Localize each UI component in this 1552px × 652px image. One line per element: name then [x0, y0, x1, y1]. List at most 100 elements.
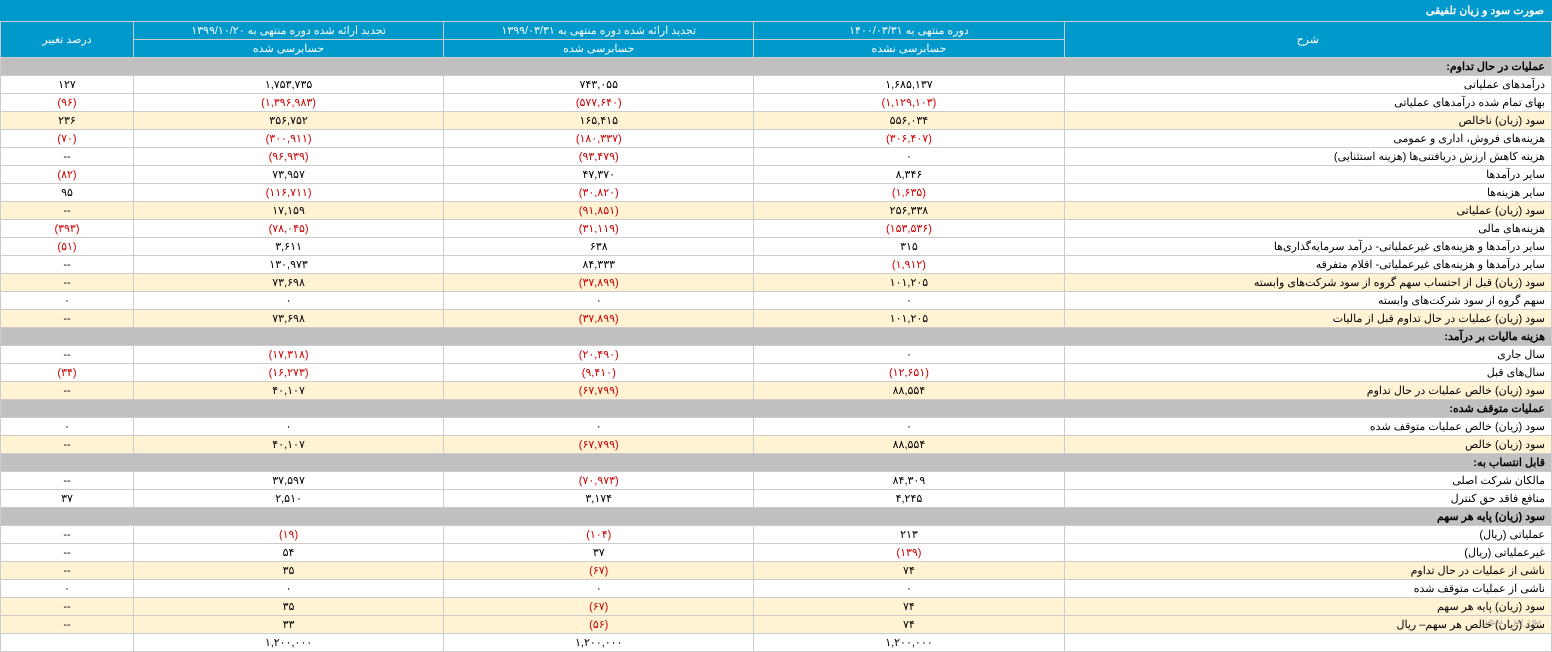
row-desc: درآمدهای عملیاتی: [1064, 76, 1551, 94]
cell-value: (۱۰۴): [444, 526, 754, 544]
cell-value: ۳۵: [133, 562, 443, 580]
cell-value: (۱,۱۲۹,۱۰۳): [754, 94, 1064, 112]
cell-value: (۵۷۷,۶۴۰): [444, 94, 754, 112]
cell-value: (۱۵۳,۵۳۶): [754, 220, 1064, 238]
cell-value: ۱,۶۸۵,۱۳۷: [754, 76, 1064, 94]
cell-value: --: [1, 148, 134, 166]
cell-value: ۳۵: [133, 598, 443, 616]
cell-value: ۴۰,۱۰۷: [133, 436, 443, 454]
row-desc: سایر هزینه‌ها: [1064, 184, 1551, 202]
cell-value: ۲۳۶: [1, 112, 134, 130]
row-desc: سود (زیان) ناخالص: [1064, 112, 1551, 130]
row-desc: مالکان شرکت اصلی: [1064, 472, 1551, 490]
col-period2: تجدید ارائه شده دوره منتهی به ۱۳۹۹/۰۳/۳۱: [444, 22, 754, 40]
cell-value: (۵۱): [1, 238, 134, 256]
cell-value: ۳۳: [133, 616, 443, 634]
cell-value: ۷۴: [754, 616, 1064, 634]
row-desc: سهم گروه از سود شرکت‌های وابسته: [1064, 292, 1551, 310]
cell-value: ۰: [1, 292, 134, 310]
cell-value: (۹۶,۹۳۹): [133, 148, 443, 166]
cell-value: ۰: [133, 580, 443, 598]
cell-value: (۳۰۰,۹۱۱): [133, 130, 443, 148]
cell-value: ۰: [1, 580, 134, 598]
cell-value: ۰: [1, 418, 134, 436]
report-title: صورت سود و زیان تلفیقی: [0, 0, 1552, 21]
cell-value: ۲۵۶,۳۳۸: [754, 202, 1064, 220]
cell-value: --: [1, 274, 134, 292]
cell-value: (۳۷,۸۹۹): [444, 274, 754, 292]
cell-value: --: [1, 598, 134, 616]
cell-value: ۰: [444, 418, 754, 436]
cell-value: (۱۲,۶۵۱): [754, 364, 1064, 382]
section-header: سود (زیان) پایه هر سهم: [1, 508, 1552, 526]
cell-value: (۱۳۹): [754, 544, 1064, 562]
row-desc: بهای تمام شده درآمدهای عملیاتی: [1064, 94, 1551, 112]
row-desc: سود (زیان) عملیاتی: [1064, 202, 1551, 220]
cell-value: ۰: [754, 418, 1064, 436]
cell-value: ۵۴: [133, 544, 443, 562]
cell-value: ۱۲۷: [1, 76, 134, 94]
row-desc: سود (زیان) پایه هر سهم: [1064, 598, 1551, 616]
cell-value: ۸۴,۳۳۳: [444, 256, 754, 274]
cell-value: (۱۹): [133, 526, 443, 544]
cell-value: --: [1, 346, 134, 364]
cell-value: --: [1, 256, 134, 274]
cell-value: --: [1, 436, 134, 454]
cell-value: ۷۴: [754, 562, 1064, 580]
row-desc: سایر درآمدها و هزینه‌های غیرعملیاتی- اقل…: [1064, 256, 1551, 274]
cell-value: ۳,۱۷۴: [444, 490, 754, 508]
cell-value: (۶۷,۷۹۹): [444, 436, 754, 454]
cell-value: ۱,۲۰۰,۰۰۰: [444, 634, 754, 652]
cell-value: --: [1, 562, 134, 580]
cell-value: ۴۰,۱۰۷: [133, 382, 443, 400]
cell-value: --: [1, 616, 134, 634]
col-audited2: حسابرسی شده: [133, 40, 443, 58]
cell-value: (۵۶): [444, 616, 754, 634]
cell-value: ۳۷,۵۹۷: [133, 472, 443, 490]
cell-value: ۱,۲۰۰,۰۰۰: [754, 634, 1064, 652]
row-desc: سال‌های قبل: [1064, 364, 1551, 382]
cell-value: (۸۲): [1, 166, 134, 184]
row-desc: سایر درآمدها و هزینه‌های غیرعملیاتی- درآ…: [1064, 238, 1551, 256]
cell-value: (۹۱,۸۵۱): [444, 202, 754, 220]
cell-value: ۴,۲۴۵: [754, 490, 1064, 508]
cell-value: (۷۰): [1, 130, 134, 148]
cell-value: ۳,۶۱۱: [133, 238, 443, 256]
row-desc: عملیاتی (ریال): [1064, 526, 1551, 544]
row-desc: سود (زیان) خالص هر سهم– ریال: [1064, 616, 1551, 634]
row-desc: منافع فاقد حق کنترل: [1064, 490, 1551, 508]
col-period1: دوره منتهی به ۱۴۰۰/۰۳/۳۱: [754, 22, 1064, 40]
col-audited1: حسابرسی شده: [444, 40, 754, 58]
cell-value: ۰: [444, 580, 754, 598]
col-desc: شرح: [1064, 22, 1551, 58]
cell-value: ۱۷,۱۵۹: [133, 202, 443, 220]
cell-value: --: [1, 310, 134, 328]
cell-value: ۰: [754, 148, 1064, 166]
cell-value: (۹,۴۱۰): [444, 364, 754, 382]
cell-value: ۹۵: [1, 184, 134, 202]
cell-value: ۳۷: [1, 490, 134, 508]
cell-value: ۸,۳۴۶: [754, 166, 1064, 184]
row-desc: ناشی از عملیات در حال تداوم: [1064, 562, 1551, 580]
cell-value: ۰: [754, 346, 1064, 364]
row-desc: هزینه کاهش ارزش دریافتنی‌ها (هزینه استثن…: [1064, 148, 1551, 166]
cell-value: ۱۶۵,۴۱۵: [444, 112, 754, 130]
cell-value: (۱,۹۱۲): [754, 256, 1064, 274]
cell-value: (۲۰,۴۹۰): [444, 346, 754, 364]
cell-value: ۲۱۳: [754, 526, 1064, 544]
col-unaudited: حسابرسی نشده: [754, 40, 1064, 58]
cell-value: ۰: [754, 292, 1064, 310]
cell-value: (۳۰,۸۲۰): [444, 184, 754, 202]
cell-value: ۰: [754, 580, 1064, 598]
row-desc: سود (زیان) خالص عملیات در حال تداوم: [1064, 382, 1551, 400]
row-desc: [1064, 634, 1551, 652]
cell-value: ۷۳,۶۹۸: [133, 310, 443, 328]
row-desc: سود (زیان) خالص عملیات متوقف شده: [1064, 418, 1551, 436]
row-desc: سود (زیان) قبل از احتساب سهم گروه از سود…: [1064, 274, 1551, 292]
row-desc: هزینه‌های فروش، اداری و عمومی: [1064, 130, 1551, 148]
cell-value: [1, 634, 134, 652]
cell-value: (۱۱۶,۷۱۱): [133, 184, 443, 202]
cell-value: ۷۳,۹۵۷: [133, 166, 443, 184]
cell-value: (۱۸۰,۳۳۷): [444, 130, 754, 148]
col-period3: تجدید ارائه شده دوره منتهی به ۱۳۹۹/۱۰/۲۰: [133, 22, 443, 40]
